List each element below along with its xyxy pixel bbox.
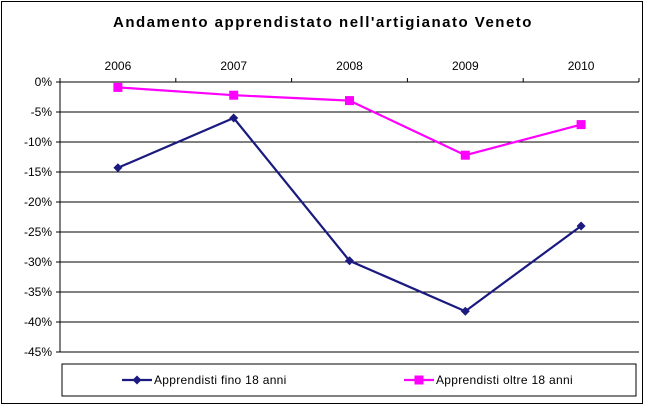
legend-marker-2 <box>414 375 424 385</box>
y-tick-label: 0% <box>35 75 53 89</box>
data-point-series-2 <box>229 90 239 100</box>
data-point-series-2 <box>460 150 470 160</box>
legend-marker-1 <box>132 375 142 385</box>
data-point-series-1 <box>113 163 123 173</box>
y-tick-label: -15% <box>24 165 52 179</box>
y-tick-label: -5% <box>31 105 53 119</box>
data-point-series-2 <box>113 82 123 92</box>
chart-title: Andamento apprendistato nell'artigianato… <box>113 14 533 31</box>
legend-label-2: Apprendisti oltre 18 anni <box>436 373 573 387</box>
y-tick-label: -10% <box>24 135 52 149</box>
chart-svg: Andamento apprendistato nell'artigianato… <box>24 14 640 397</box>
data-point-series-2 <box>345 96 354 106</box>
data-point-series-2 <box>576 120 586 130</box>
y-tick-label: -30% <box>24 255 52 269</box>
data-point-series-1 <box>460 306 470 316</box>
legend-label-1: Apprendisti fino 18 anni <box>154 373 287 387</box>
data-point-series-1 <box>576 221 586 231</box>
y-tick-label: -45% <box>24 345 52 359</box>
x-tick-label: 2008 <box>336 59 363 73</box>
legend: Apprendisti fino 18 anni Apprendisti oltr… <box>61 363 637 397</box>
data-point-series-1 <box>229 113 239 123</box>
y-tick-label: -35% <box>24 285 52 299</box>
y-tick-label: -25% <box>24 225 52 239</box>
x-tick-label: 2006 <box>105 59 132 73</box>
x-tick-label: 2007 <box>220 59 247 73</box>
data-point-series-1 <box>345 256 354 266</box>
y-tick-label: -40% <box>24 315 52 329</box>
x-tick-label: 2009 <box>452 59 479 73</box>
y-tick-label: -20% <box>24 195 52 209</box>
series-line-1 <box>117 116 582 313</box>
plot-area: 0% -5% -10% -15% -20% -25% -30% -35% -40% -45% 200… <box>24 59 640 359</box>
x-tick-label: 2010 <box>568 59 595 73</box>
legend-box <box>61 363 637 397</box>
